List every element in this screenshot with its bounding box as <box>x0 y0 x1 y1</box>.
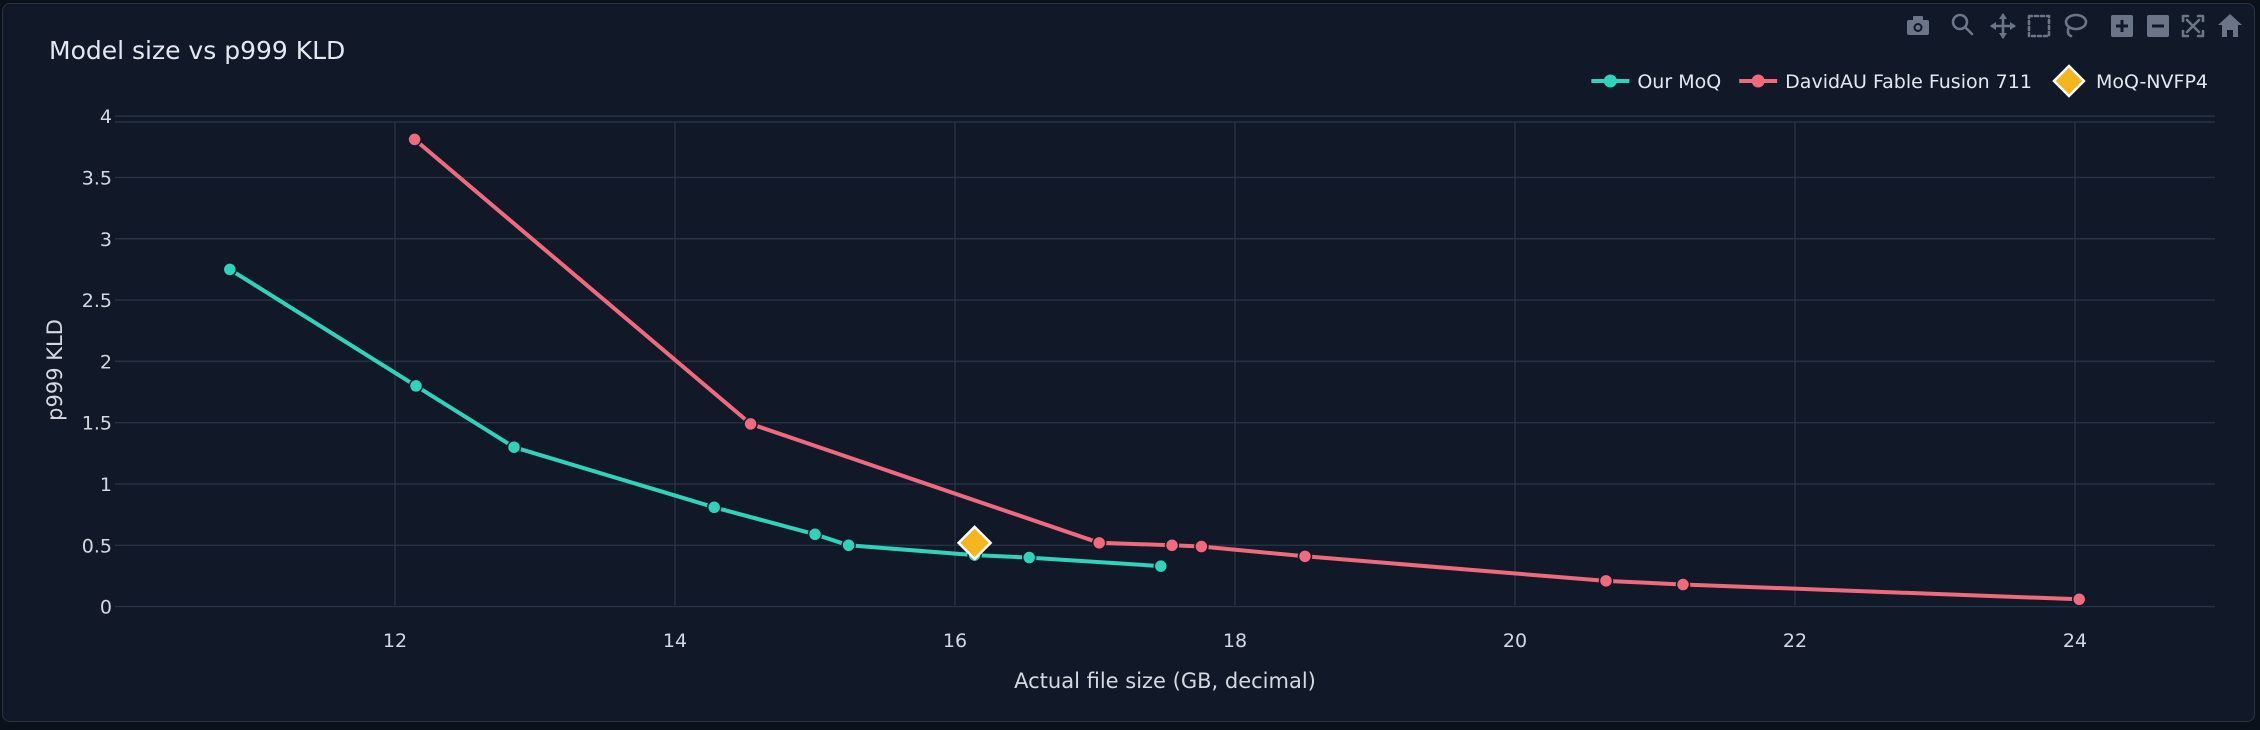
pan-icon[interactable] <box>1990 13 2016 39</box>
y-tick-label: 3 <box>100 229 112 251</box>
x-tick-label: 16 <box>943 630 967 652</box>
data-point[interactable] <box>506 439 522 455</box>
legend-item[interactable]: MoQ-NVFP4 <box>2052 64 2208 98</box>
plot-area[interactable] <box>222 132 2087 607</box>
x-tick-label: 24 <box>2063 630 2087 652</box>
series-1 <box>407 132 2087 607</box>
data-point[interactable] <box>1021 550 1037 565</box>
legend-symbol <box>2052 64 2086 98</box>
data-point[interactable] <box>1164 538 1180 553</box>
reset-axes-icon[interactable] <box>2218 14 2242 37</box>
data-point[interactable] <box>1598 573 1614 589</box>
autoscale-icon[interactable] <box>2181 14 2205 38</box>
y-tick-label: 2 <box>100 351 112 373</box>
lasso-select-icon[interactable] <box>2064 13 2088 38</box>
data-point[interactable] <box>807 527 823 542</box>
y-tick-label: 0.5 <box>82 535 112 557</box>
data-point[interactable] <box>1675 577 1691 592</box>
legend-label: Our MoQ <box>1637 71 1721 93</box>
legend-marker <box>1751 74 1765 88</box>
y-tick-label: 3.5 <box>82 167 112 189</box>
x-axis-title: Actual file size (GB, decimal) <box>1014 669 1316 693</box>
series-2 <box>956 525 993 561</box>
data-point[interactable] <box>1297 549 1313 564</box>
zoom-icon[interactable] <box>1951 13 1974 36</box>
data-point[interactable] <box>706 500 722 515</box>
data-point[interactable] <box>407 132 422 147</box>
series-line <box>413 137 2080 602</box>
legend-label: MoQ-NVFP4 <box>2096 71 2208 93</box>
data-point[interactable] <box>1091 535 1107 551</box>
y-tick-label: 4 <box>100 106 112 128</box>
series-line <box>228 267 1161 569</box>
legend[interactable]: Our MoQ DavidAU Fable Fusion 711 MoQ-NVFP4 <box>1591 64 2208 98</box>
legend-item[interactable]: DavidAU Fable Fusion 711 <box>1739 71 2032 93</box>
chart-title: Model size vs p999 KLD <box>49 36 345 65</box>
zoom-in-icon[interactable] <box>2111 15 2133 37</box>
legend-marker <box>1603 74 1617 88</box>
zoom-out-icon[interactable] <box>2147 15 2169 37</box>
x-axis-ticks: 12 14 16 18 20 22 24 <box>383 630 2087 652</box>
x-tick-label: 20 <box>1503 630 1527 652</box>
y-axis-title: p999 KLD <box>43 319 67 421</box>
x-tick-label: 18 <box>1223 630 1247 652</box>
data-point[interactable] <box>1194 539 1209 554</box>
data-point[interactable] <box>1153 558 1169 574</box>
modebar[interactable] <box>1907 13 2242 39</box>
legend-item[interactable]: Our MoQ <box>1591 71 1721 93</box>
data-point[interactable] <box>2071 592 2087 607</box>
box-select-icon[interactable] <box>2027 14 2051 38</box>
y-tick-label: 0 <box>100 597 112 619</box>
grid-lines <box>115 115 2215 608</box>
y-tick-label: 1.5 <box>82 413 112 435</box>
data-point-diamond[interactable] <box>956 525 993 561</box>
camera-icon[interactable] <box>1907 16 1929 35</box>
series-0 <box>222 262 1169 574</box>
x-tick-label: 22 <box>1783 630 1807 652</box>
y-axis-ticks: 0 0.5 1 1.5 2 2.5 3 3.5 4 <box>82 106 112 618</box>
x-tick-label: 14 <box>663 630 687 652</box>
data-point[interactable] <box>408 378 424 394</box>
data-point[interactable] <box>222 262 238 277</box>
legend-label: DavidAU Fable Fusion 711 <box>1785 71 2032 93</box>
data-point[interactable] <box>841 538 856 553</box>
y-tick-label: 2.5 <box>82 290 112 312</box>
x-tick-label: 12 <box>383 630 407 652</box>
data-point[interactable] <box>743 416 758 432</box>
y-tick-label: 1 <box>100 474 112 496</box>
